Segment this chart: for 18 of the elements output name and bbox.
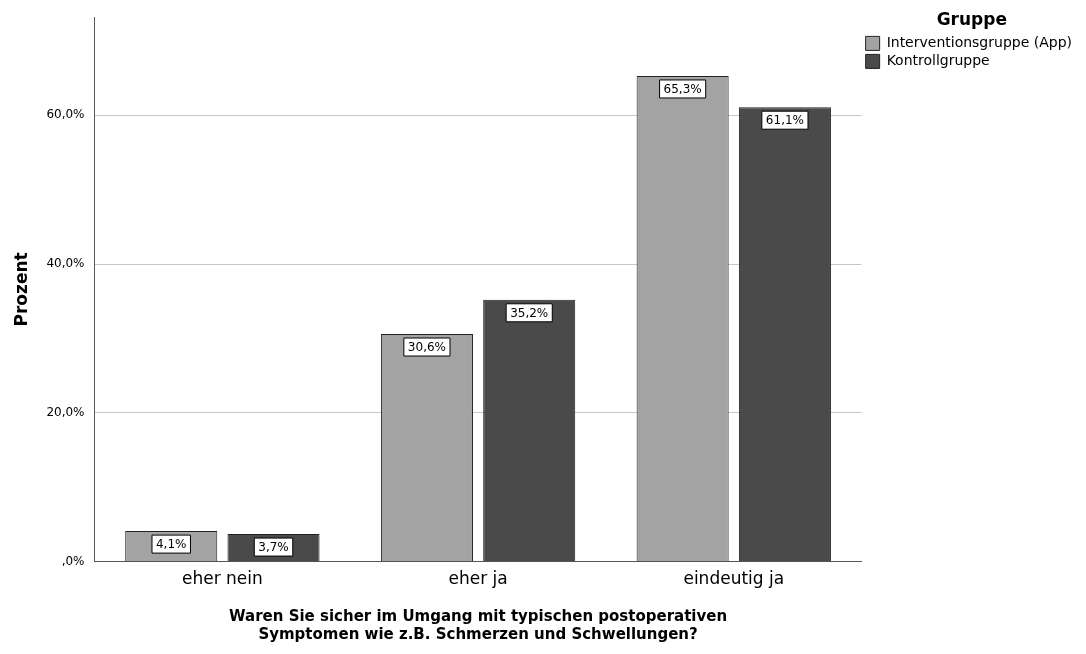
x-tick-label: eindeutig ja [683, 568, 785, 589]
x-tick-label: eher ja [448, 568, 508, 589]
data-label: 3,7% [258, 540, 289, 555]
x-tick-label: eher nein [181, 568, 263, 589]
data-label: 61,1% [765, 113, 804, 128]
y-tick-label: ,0% [61, 553, 85, 568]
y-tick-label: 60,0% [46, 107, 85, 122]
legend-label: Kontrollgruppe [886, 52, 990, 69]
data-label: 65,3% [663, 82, 702, 97]
data-label: 30,6% [407, 340, 446, 355]
legend-title: Gruppe [936, 8, 1007, 29]
data-label: 4,1% [155, 537, 187, 552]
y-tick-label: 20,0% [46, 404, 85, 419]
y-tick-label: 40,0% [46, 256, 85, 271]
data-label: 35,2% [510, 305, 549, 320]
y-axis-title: Prozent [10, 252, 31, 327]
legend-label: Interventionsgruppe (App) [886, 34, 1072, 51]
x-axis-title: Waren Sie sicher im Umgang mit typischen postoperativen Symptomen wie z.B. Schmerzen und Schwellungen? [229, 606, 728, 643]
